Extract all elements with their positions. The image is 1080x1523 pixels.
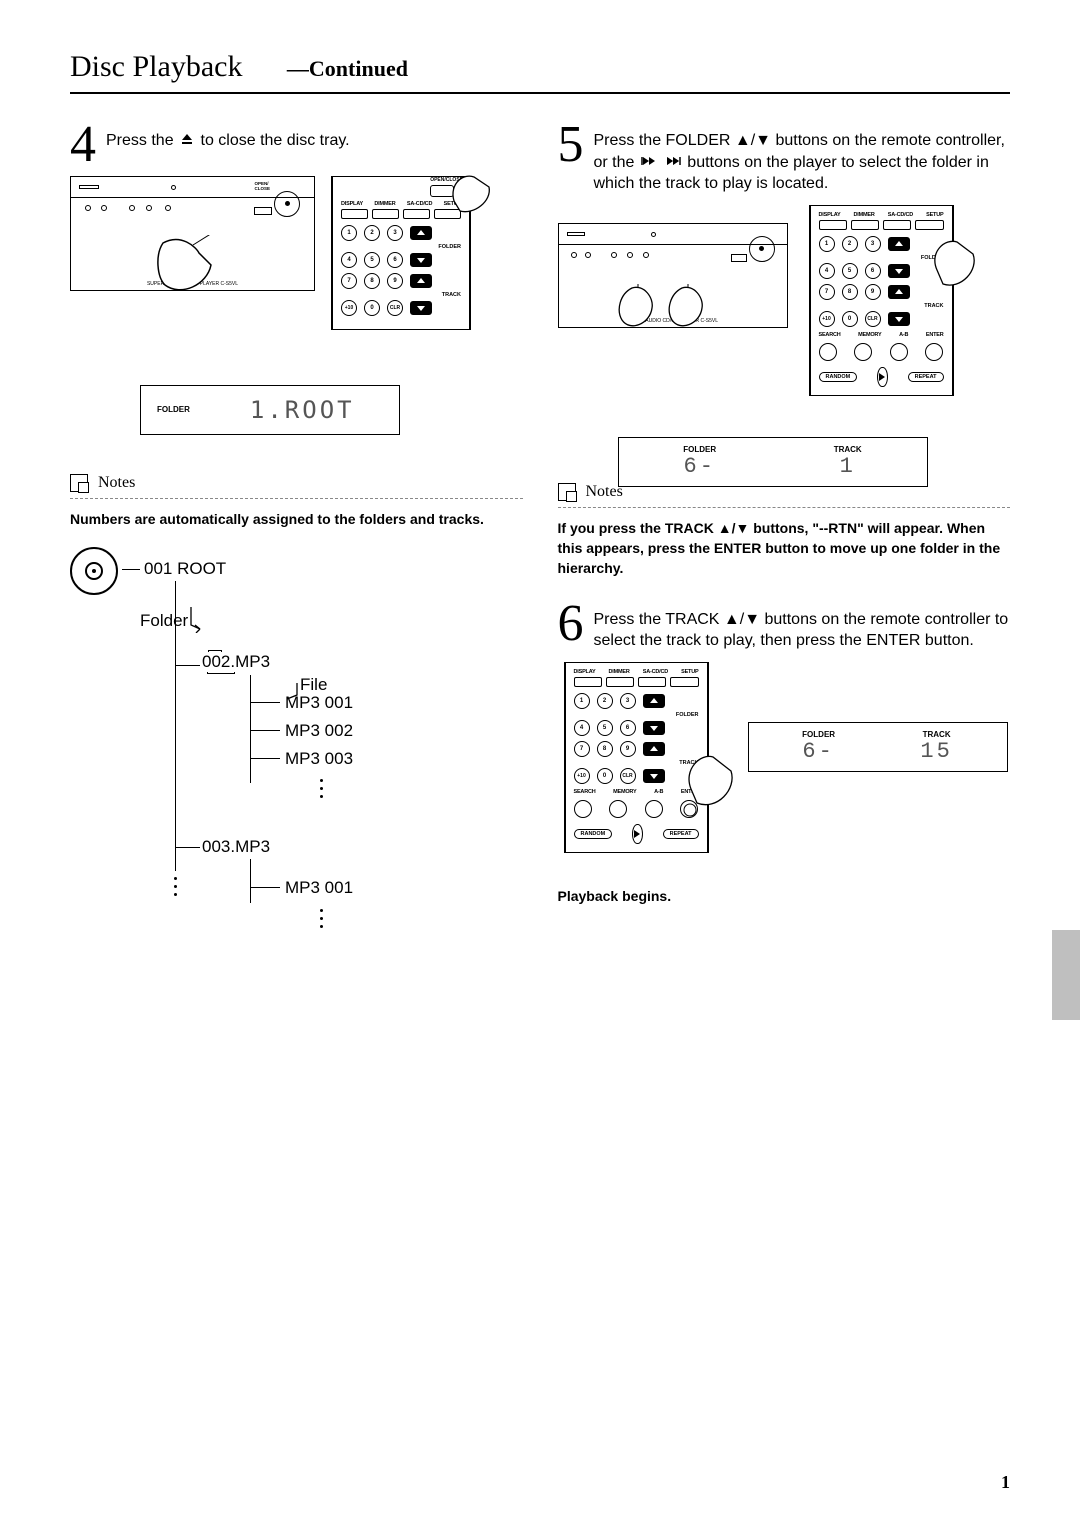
hand-press-icon [444,171,499,221]
btn-7: 7 [341,273,357,289]
track-up-icon [410,274,432,288]
btn-clr: CLR [387,300,403,316]
step-5-text: Press the FOLDER ▲/▼ buttons on the remo… [594,124,1011,195]
hand-press-icon [614,284,664,339]
btn-4: 4 [341,252,357,268]
track-down-icon [888,312,910,326]
step-4: 4 Press the to close the disc tray. [70,124,523,166]
eject-icon [181,130,193,152]
repeat-button: REPEAT [908,372,944,382]
arrow-icon [188,605,210,633]
btn-5: 5 [364,252,380,268]
left-column: 4 Press the to close the disc tray. [70,124,523,967]
notes-label: Notes [98,474,135,492]
up-down-icon: ▲/▼ [735,132,771,149]
remote-top-buttons [341,209,461,219]
jog-dial-icon [749,236,775,262]
memory-button [854,343,872,361]
tree-file-label: File [300,675,327,695]
step-6-number: 6 [558,603,584,645]
notes-icon [558,483,576,501]
vertical-dots-icon [320,909,323,928]
hand-press-icon [151,235,231,305]
notes-icon [70,474,88,492]
step-5-number: 5 [558,124,584,166]
tree-root: 001 ROOT [144,559,226,579]
folder-down-icon [410,253,432,267]
folder-up-icon [888,237,910,251]
note-right-bold: If you press the TRACK ▲/▼ buttons, "--R… [558,518,1011,579]
display-folder-label: FOLDER [157,405,190,414]
random-button: RANDOM [819,372,858,382]
side-tab [1052,930,1080,1020]
folder-tree-diagram: 001 ROOT Folder 002.MP3 File MP3 001 MP3… [70,547,523,967]
jog-dial-icon [274,191,300,217]
remote-panel-step4: OPEN/CLOSE DISPLAY DIMMER SA-CD/CD SETUP… [331,176,471,330]
player-front-panel: OPEN/CLOSE SUPER AUDIO CD/CD PLAYER C-S5… [70,176,315,291]
play-button [877,367,887,387]
step-6: 6 Press the TRACK ▲/▼ buttons on the rem… [558,603,1011,652]
step-4-text: Press the to close the disc tray. [106,124,350,152]
display-step6: FOLDER 6- TRACK 15 [748,722,1008,772]
step-5-diagram: SUPER AUDIO CD/CD PLAYER C-S5VL DISPLAY [558,205,1011,465]
step-6-text: Press the TRACK ▲/▼ buttons on the remot… [594,603,1011,652]
btn-3: 3 [387,225,403,241]
tree-folder-label: Folder [140,611,188,631]
btn-plus10: +10 [341,300,357,316]
folder-up-icon [410,226,432,240]
step-4-text-post: to close the disc tray. [201,132,350,149]
remote-panel-step6: DISPLAY DIMMER SA-CD/CD SETUP 1 2 3 FOLD… [564,662,709,853]
track-label: TRACK [341,292,461,298]
playback-begins: Playback begins. [558,886,1011,906]
display-step5: FOLDER 6- TRACK 1 [618,437,928,487]
tree-file-2: MP3 002 [285,721,353,741]
page-title-cont: —Continued [287,56,408,81]
step-4-text-pre: Press the [106,132,174,149]
vertical-dots-icon [174,877,177,896]
display-step4: FOLDER 1.ROOT [140,385,400,435]
page-title-row: Disc Playback —Continued [70,50,1010,94]
player-front-panel: SUPER AUDIO CD/CD PLAYER C-S5VL [558,223,788,328]
step-4-number: 4 [70,124,96,166]
enter-button [925,343,943,361]
btn-9: 9 [387,273,403,289]
hand-press-icon [683,749,741,819]
folder-label: FOLDER [341,244,461,250]
hand-press-icon [929,234,984,299]
tree-file-3: MP3 003 [285,749,353,769]
step-5: 5 Press the FOLDER ▲/▼ buttons on the re… [558,124,1011,195]
folder-down-icon [888,264,910,278]
btn-6: 6 [387,252,403,268]
btn-1: 1 [341,225,357,241]
ab-button [890,343,908,361]
track-up-icon [888,285,910,299]
display-value: 1.ROOT [250,396,355,424]
btn-2: 2 [364,225,380,241]
right-column: 5 Press the FOLDER ▲/▼ buttons on the re… [558,124,1011,967]
tree-file-1: MP3 001 [285,693,353,713]
vertical-dots-icon [320,779,323,798]
page-number: 1 [1001,1472,1010,1493]
page-title: Disc Playback [70,50,242,83]
dashed-divider [558,507,1011,508]
tree-f2: 003.MP3 [200,837,272,857]
tree-file-2-1: MP3 001 [285,878,353,898]
step-4-diagram: OPEN/CLOSE SUPER AUDIO CD/CD PLAYER C-S5… [70,176,523,456]
disc-icon [70,547,118,595]
btn-8: 8 [364,273,380,289]
step-6-diagram: DISPLAY DIMMER SA-CD/CD SETUP 1 2 3 FOLD… [558,662,1011,872]
note-left-bold: Numbers are automatically assigned to th… [70,509,523,529]
remote-panel-step5: DISPLAY DIMMER SA-CD/CD SETUP 1 2 3 FOLD… [809,205,954,396]
track-down-icon [410,301,432,315]
btn-0: 0 [364,300,380,316]
dashed-divider [70,498,523,499]
notes-header-left: Notes [70,474,523,492]
prev-next-icon [641,152,681,174]
search-button [819,343,837,361]
remote-top-labels: DISPLAY DIMMER SA-CD/CD SETUP [341,201,461,207]
up-down-icon: ▲/▼ [724,611,760,628]
hand-press-icon [664,284,714,339]
